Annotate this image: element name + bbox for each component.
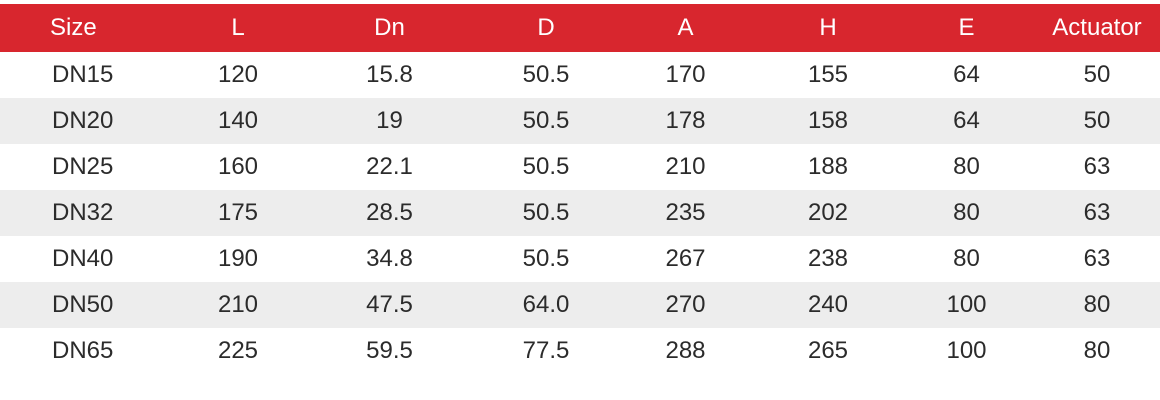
cell-actuator: 63	[1083, 153, 1111, 180]
cell-actuator: 63	[1083, 199, 1111, 226]
cell-a: 210	[665, 153, 706, 180]
cell-d: 50.5	[522, 61, 570, 88]
cell-size: DN50	[52, 291, 114, 318]
cell-actuator: 80	[1083, 291, 1111, 318]
table-header: Size L Dn D A H E Actuator	[0, 4, 1160, 52]
cell-e: 64	[953, 61, 980, 88]
table-body: DN15 120 15.8 50.5 170 155 64 50 DN20 14…	[0, 52, 1160, 374]
cell-dn: 22.1	[366, 153, 413, 180]
cell-a: 178	[665, 107, 706, 134]
header-l: L	[231, 14, 245, 41]
table-row: DN20 140 19 50.5 178 158 64 50	[0, 98, 1160, 144]
table-row: DN32 175 28.5 50.5 235 202 80 63	[0, 190, 1160, 236]
cell-actuator: 50	[1083, 61, 1111, 88]
cell-actuator: 63	[1083, 245, 1111, 272]
cell-size: DN20	[52, 107, 114, 134]
cell-e: 80	[953, 245, 980, 272]
cell-h: 155	[807, 61, 849, 88]
cell-l: 225	[217, 337, 259, 364]
cell-l: 175	[217, 199, 259, 226]
cell-d: 77.5	[522, 337, 570, 364]
cell-l: 160	[217, 153, 259, 180]
cell-h: 240	[807, 291, 849, 318]
cell-e: 80	[953, 153, 980, 180]
cell-d: 64.0	[522, 291, 570, 318]
cell-size: DN65	[52, 337, 114, 364]
table-row: DN40 190 34.8 50.5 267 238 80 63	[0, 236, 1160, 282]
header-dn: Dn	[374, 14, 405, 41]
cell-a: 288	[665, 337, 706, 364]
cell-d: 50.5	[522, 107, 570, 134]
cell-h: 188	[807, 153, 849, 180]
header-d: D	[537, 14, 555, 41]
cell-dn: 59.5	[366, 337, 413, 364]
cell-d: 50.5	[522, 153, 570, 180]
cell-l: 190	[217, 245, 259, 272]
cell-dn: 47.5	[366, 291, 413, 318]
table-row: DN15 120 15.8 50.5 170 155 64 50	[0, 52, 1160, 98]
cell-a: 170	[665, 61, 706, 88]
cell-size: DN40	[52, 245, 114, 272]
header-actuator: Actuator	[1052, 14, 1142, 41]
cell-actuator: 50	[1083, 107, 1111, 134]
cell-e: 80	[953, 199, 980, 226]
cell-dn: 15.8	[366, 61, 413, 88]
cell-dn: 28.5	[366, 199, 413, 226]
cell-d: 50.5	[522, 199, 570, 226]
header-a: A	[677, 14, 694, 41]
cell-e: 100	[946, 337, 987, 364]
cell-h: 202	[807, 199, 849, 226]
cell-a: 267	[665, 245, 706, 272]
header-e: E	[958, 14, 975, 41]
header-h: H	[819, 14, 837, 41]
cell-l: 120	[217, 61, 259, 88]
cell-size: DN25	[52, 153, 114, 180]
cell-h: 158	[807, 107, 849, 134]
cell-l: 210	[217, 291, 259, 318]
cell-dn: 19	[376, 107, 403, 134]
cell-h: 238	[807, 245, 849, 272]
cell-a: 235	[665, 199, 706, 226]
cell-actuator: 80	[1083, 337, 1111, 364]
header-row: Size L Dn D A H E Actuator	[0, 4, 1160, 52]
table-row: DN65 225 59.5 77.5 288 265 100 80	[0, 328, 1160, 374]
cell-size: DN15	[52, 61, 114, 88]
cell-dn: 34.8	[366, 245, 413, 272]
cell-size: DN32	[52, 199, 114, 226]
cell-e: 64	[953, 107, 980, 134]
table-row: DN50 210 47.5 64.0 270 240 100 80	[0, 282, 1160, 328]
cell-e: 100	[946, 291, 987, 318]
header-size: Size	[50, 14, 97, 41]
table-row: DN25 160 22.1 50.5 210 188 80 63	[0, 144, 1160, 190]
cell-h: 265	[807, 337, 849, 364]
dimensions-table: Size L Dn D A H E Actuator DN15 120 15.8…	[0, 4, 1160, 374]
cell-d: 50.5	[522, 245, 570, 272]
cell-l: 140	[217, 107, 259, 134]
cell-a: 270	[665, 291, 706, 318]
